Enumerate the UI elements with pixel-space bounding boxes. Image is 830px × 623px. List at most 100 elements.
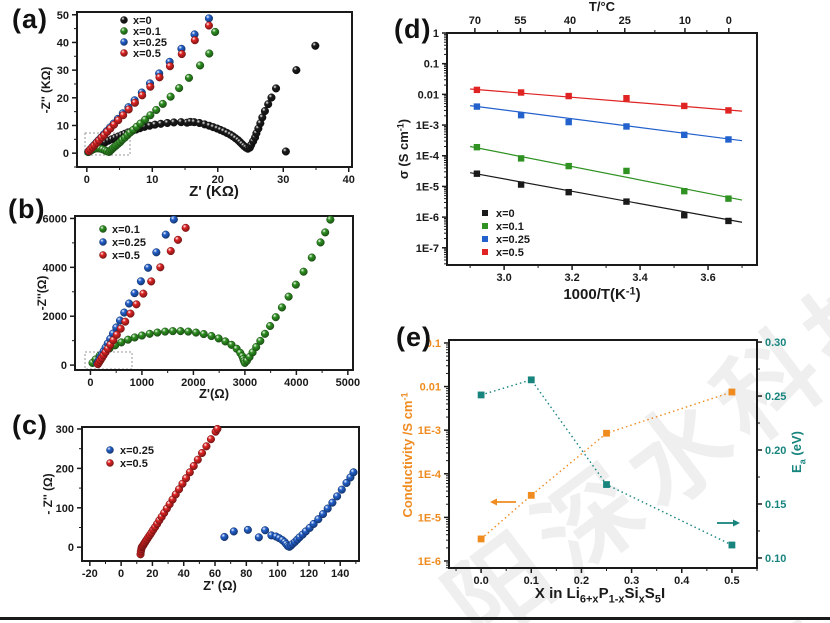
- svg-text:100: 100: [56, 503, 74, 515]
- svg-text:3.0: 3.0: [496, 272, 511, 284]
- svg-text:0.4: 0.4: [674, 575, 690, 587]
- svg-text:0: 0: [726, 15, 732, 27]
- panel-e-plot: 0.0 0.1 0.2 0.3 0.4 0.5X in Li6+xP1-xSixS5I0.…: [400, 337, 808, 605]
- svg-text:0.3: 0.3: [624, 575, 639, 587]
- svg-text:0.20: 0.20: [765, 445, 786, 457]
- svg-text:1000: 1000: [130, 377, 154, 389]
- svg-text:50: 50: [57, 10, 69, 22]
- svg-text:20: 20: [212, 174, 224, 186]
- svg-text:120: 120: [300, 568, 318, 580]
- svg-text:20: 20: [57, 93, 69, 105]
- svg-text:-Z'' (KΩ): -Z'' (KΩ): [39, 67, 53, 114]
- svg-text:T/°C: T/°C: [589, 0, 616, 14]
- svg-text:0.2: 0.2: [574, 575, 589, 587]
- svg-text:1E-5: 1E-5: [416, 181, 439, 193]
- svg-text:25: 25: [619, 15, 631, 27]
- svg-text:1E-4: 1E-4: [418, 469, 442, 481]
- svg-text:4000: 4000: [284, 377, 308, 389]
- svg-text:-Z''(Ω): -Z''(Ω): [35, 276, 49, 311]
- svg-text:Ea (eV): Ea (eV): [789, 431, 808, 473]
- svg-text:1: 1: [433, 28, 439, 40]
- svg-text:10: 10: [679, 15, 691, 27]
- svg-text:2000: 2000: [181, 377, 205, 389]
- svg-text:0.1: 0.1: [524, 575, 539, 587]
- svg-text:1E-6: 1E-6: [416, 212, 439, 224]
- svg-text:20: 20: [146, 568, 158, 580]
- svg-text:1000/T(K-1): 1000/T(K-1): [563, 286, 640, 304]
- svg-text:0.1: 0.1: [424, 59, 439, 71]
- svg-text:x=0: x=0: [133, 15, 152, 27]
- svg-text:x=0.5: x=0.5: [120, 458, 148, 470]
- svg-text:5000: 5000: [336, 377, 360, 389]
- svg-text:0.01: 0.01: [418, 89, 439, 101]
- svg-text:6000: 6000: [43, 213, 67, 225]
- svg-text:0: 0: [84, 174, 90, 186]
- svg-text:0: 0: [68, 542, 74, 554]
- panel-b-plot: 0 1000 2000 3000 4000 5000 Z'(Ω) 0 2000 4000 6000 -…: [35, 213, 360, 401]
- svg-text:40: 40: [178, 568, 190, 580]
- svg-text:0.0: 0.0: [473, 575, 488, 587]
- svg-text:3.6: 3.6: [700, 272, 715, 284]
- panel-a-label: (a): [12, 4, 48, 34]
- panel-d-plot: 3.0 3.2 3.4 3.6 1000/T(K-1) 1 0.1 0.01 1E-3 1E-4 1…: [396, 0, 758, 303]
- svg-text:60: 60: [209, 568, 221, 580]
- svg-text:1E-3: 1E-3: [418, 425, 441, 437]
- svg-text:0: 0: [118, 568, 124, 580]
- panel-b-label: (b): [8, 194, 46, 224]
- svg-text:Z'(Ω): Z'(Ω): [199, 386, 229, 401]
- svg-text:0.01: 0.01: [420, 382, 441, 394]
- svg-text:55: 55: [514, 15, 526, 27]
- svg-text:80: 80: [240, 568, 252, 580]
- svg-text:3.2: 3.2: [564, 272, 579, 284]
- svg-text:Z' (KΩ): Z' (KΩ): [189, 183, 239, 200]
- svg-text:0.5: 0.5: [724, 575, 739, 587]
- svg-text:40: 40: [343, 174, 355, 186]
- svg-text:x=0.1: x=0.1: [133, 26, 161, 38]
- svg-text:70: 70: [469, 15, 481, 27]
- svg-text:- Z'' (Ω): - Z'' (Ω): [41, 473, 55, 514]
- svg-text:x=0.25: x=0.25: [133, 37, 167, 49]
- bottom-border-line: [0, 617, 830, 620]
- svg-text:100: 100: [268, 568, 286, 580]
- svg-text:X in Li6+xP1-xSixS5I: X in Li6+xP1-xSixS5I: [535, 585, 665, 606]
- svg-text:1E-6: 1E-6: [418, 556, 441, 568]
- svg-text:x=0.25: x=0.25: [120, 445, 154, 457]
- svg-text:Conductivity /S cm-1: Conductivity /S cm-1: [400, 392, 416, 517]
- svg-text:1E-7: 1E-7: [416, 243, 439, 255]
- svg-text:30: 30: [57, 65, 69, 77]
- svg-text:2000: 2000: [43, 311, 67, 323]
- svg-text:-20: -20: [82, 568, 98, 580]
- panel-c-label: (c): [12, 410, 48, 440]
- svg-text:0: 0: [63, 148, 69, 160]
- svg-text:x=0.5: x=0.5: [133, 48, 161, 60]
- svg-text:4000: 4000: [43, 262, 67, 274]
- svg-text:10: 10: [146, 174, 158, 186]
- svg-text:0.10: 0.10: [765, 553, 786, 565]
- panel-c-plot: -20 0 20 40 60 80 100 120 140 Z' (Ω) 0 100 200 300 - Z…: [41, 424, 360, 593]
- svg-text:0: 0: [61, 360, 67, 372]
- svg-text:x=0: x=0: [496, 208, 515, 220]
- svg-text:1E-3: 1E-3: [416, 120, 439, 132]
- svg-text:1E-4: 1E-4: [416, 151, 440, 163]
- svg-text:x=0.5: x=0.5: [496, 247, 524, 259]
- panel-e-label: (e): [396, 322, 432, 352]
- svg-text:3.4: 3.4: [632, 272, 648, 284]
- svg-text:0.25: 0.25: [765, 391, 786, 403]
- svg-text:x=0.25: x=0.25: [112, 237, 146, 249]
- svg-text:300: 300: [56, 424, 74, 436]
- svg-text:Z' (Ω): Z' (Ω): [203, 578, 237, 593]
- svg-text:0.1: 0.1: [426, 338, 441, 350]
- svg-text:40: 40: [57, 37, 69, 49]
- panel-d-label: (d): [394, 14, 432, 44]
- svg-text:x=0.1: x=0.1: [112, 224, 140, 236]
- svg-text:x=0.1: x=0.1: [496, 221, 524, 233]
- svg-text:30: 30: [277, 174, 289, 186]
- svg-text:σ (S cm-1): σ (S cm-1): [396, 119, 412, 179]
- svg-text:10: 10: [57, 120, 69, 132]
- svg-text:3000: 3000: [233, 377, 257, 389]
- svg-text:40: 40: [564, 15, 576, 27]
- svg-text:x=0.25: x=0.25: [496, 234, 530, 246]
